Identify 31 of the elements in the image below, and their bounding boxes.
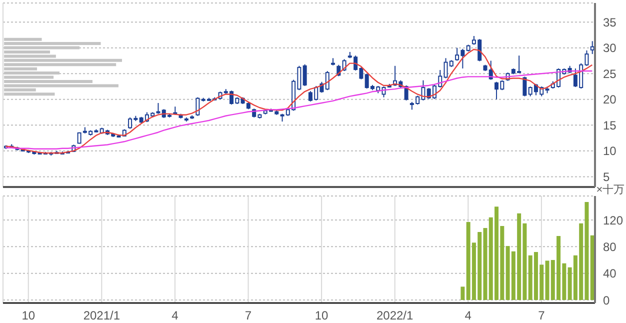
- y-tick-label: 40: [603, 266, 617, 281]
- x-tick-label: 2022/1: [376, 308, 414, 323]
- line-series: [5, 48, 593, 154]
- y-tick-label: 0: [603, 293, 610, 308]
- x-tick-label: 7: [538, 308, 546, 323]
- y-tick-label: 30: [603, 41, 617, 56]
- bar: [4, 92, 55, 96]
- bar: [460, 286, 465, 300]
- x-tick-label: 10: [22, 308, 36, 323]
- x-tick-label: 2021/1: [83, 308, 120, 323]
- candlestick: [302, 64, 307, 86]
- candlestick: [325, 70, 330, 91]
- x-tick-label: 4: [172, 308, 179, 323]
- y-tick-label: 35: [603, 15, 617, 30]
- y-tick-label: 120: [603, 213, 624, 228]
- y-axis-title: ×十万: [596, 183, 625, 196]
- y-tick-label: 25: [603, 66, 617, 81]
- y-tick-label: 20: [603, 92, 617, 107]
- y-tick-label: 10: [603, 144, 617, 158]
- y-tick-label: 80: [603, 240, 617, 254]
- x-tick-label: 4: [464, 308, 472, 323]
- y-tick-label: 15: [603, 118, 617, 132]
- x-tick-label: 10: [314, 308, 329, 323]
- x-tick-label: 7: [244, 308, 252, 323]
- bar: [4, 58, 122, 62]
- bar: [4, 42, 101, 46]
- bar: [4, 84, 118, 88]
- candlestick: [196, 96, 200, 116]
- y-tick-label: 5: [603, 170, 610, 184]
- candlestick: [590, 40, 594, 55]
- candlestick: [522, 76, 527, 97]
